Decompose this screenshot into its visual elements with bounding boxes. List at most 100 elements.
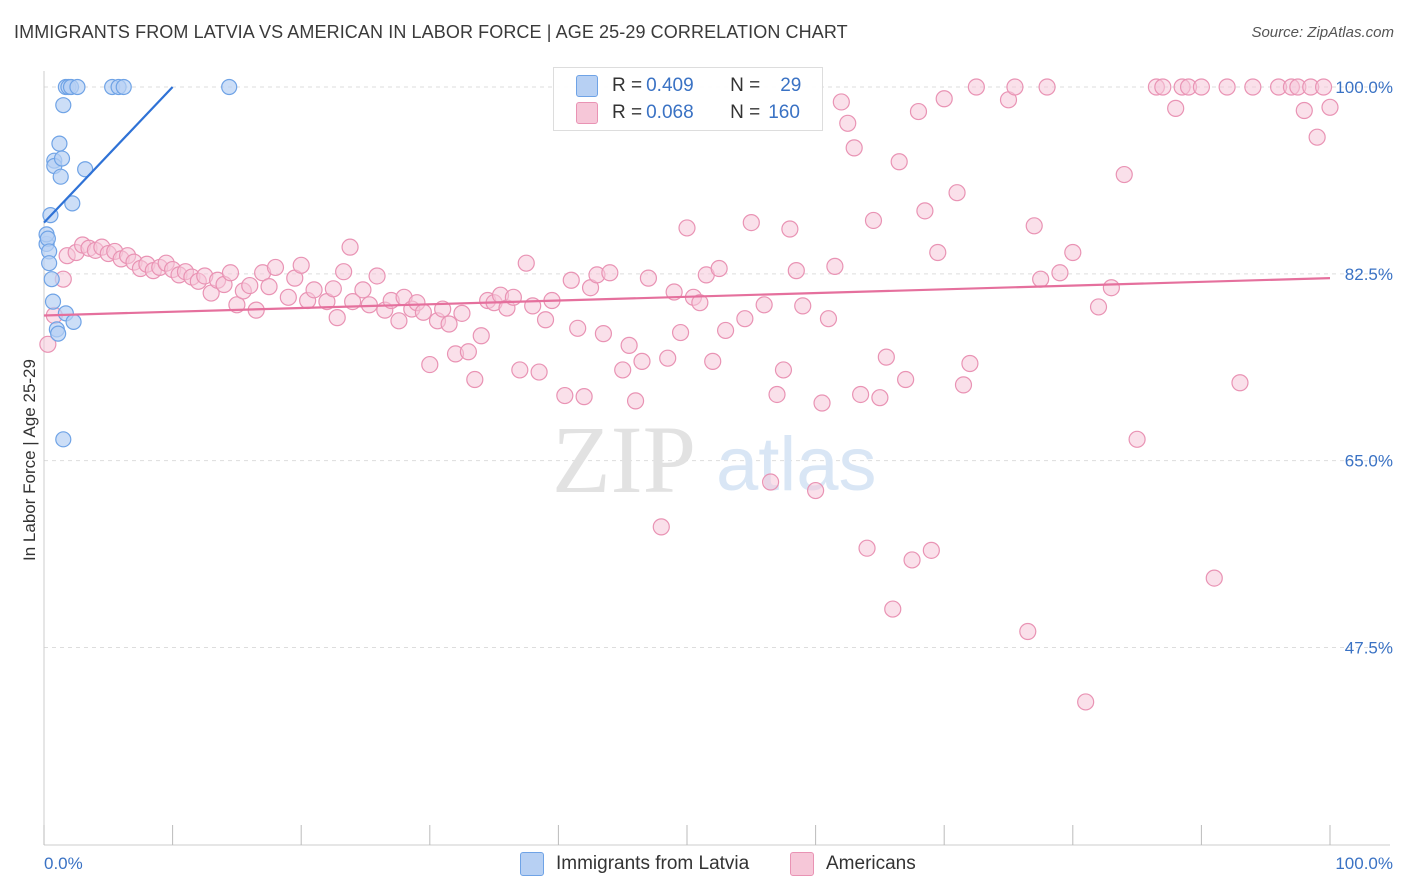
point-americans — [839, 114, 857, 132]
point-americans — [562, 271, 580, 289]
point-americans — [466, 370, 484, 389]
x-tick-label: 100.0% — [1335, 854, 1393, 873]
point-americans — [929, 243, 947, 262]
axes — [43, 71, 1390, 846]
point-americans — [324, 280, 342, 298]
bottom-legend-latvia: Immigrants from Latvia — [520, 852, 749, 876]
point-americans — [755, 296, 773, 314]
point-americans — [716, 321, 735, 340]
point-americans — [1102, 279, 1120, 297]
point-americans — [368, 267, 386, 285]
trend-lines — [43, 86, 1331, 317]
point-americans — [1115, 165, 1133, 184]
point-americans — [1321, 98, 1339, 116]
tick-labels: 47.5% 65.0% 82.5% 100.0% 0.0% 100.0% — [44, 78, 1393, 873]
legend-r-value: 0.068 — [646, 102, 694, 123]
point-americans — [639, 269, 658, 287]
bottom-legend-label-americans: Americans — [826, 853, 916, 874]
bottom-legend-swatch-americans — [790, 852, 814, 876]
point-americans — [922, 541, 940, 559]
point-americans — [1192, 78, 1211, 96]
point-americans — [1089, 298, 1108, 316]
series-americans — [39, 78, 1339, 711]
point-americans — [1308, 128, 1326, 146]
point-americans — [909, 102, 928, 121]
point-americans — [832, 93, 850, 111]
point-latvia — [55, 431, 72, 448]
watermark-atlas: atlas — [716, 422, 877, 507]
point-americans — [626, 392, 645, 410]
y-tick-label: 82.5% — [1345, 265, 1393, 284]
point-americans — [736, 310, 754, 328]
point-americans — [678, 219, 696, 237]
point-latvia — [44, 293, 62, 310]
point-americans — [1019, 622, 1037, 641]
y-axis-label: In Labor Force | Age 25-29 — [20, 359, 39, 561]
trend-line-americans — [43, 277, 1331, 317]
point-americans — [221, 264, 240, 282]
correlation-legend: R = 0.409 N = 29 R = 0.068 N = 160 — [553, 67, 823, 131]
point-latvia — [221, 78, 238, 96]
point-americans — [260, 278, 278, 296]
point-americans — [511, 361, 529, 379]
point-americans — [652, 518, 670, 536]
legend-swatch-americans — [576, 102, 598, 124]
point-americans — [1244, 78, 1262, 96]
point-americans — [39, 335, 57, 353]
point-americans — [890, 153, 908, 171]
point-americans — [967, 78, 985, 96]
point-americans — [877, 348, 895, 366]
point-americans — [601, 264, 619, 282]
y-tick-label: 100.0% — [1335, 78, 1393, 97]
y-tick-label: 47.5% — [1345, 638, 1393, 657]
legend-r-value: 0.409 — [646, 75, 694, 96]
point-latvia — [65, 313, 82, 330]
point-americans — [530, 363, 548, 381]
point-americans — [826, 257, 844, 275]
point-americans — [633, 352, 651, 370]
point-americans — [742, 213, 760, 232]
point-americans — [517, 254, 535, 272]
point-americans — [279, 288, 297, 306]
point-americans — [328, 309, 346, 327]
point-americans — [761, 473, 780, 491]
point-americans — [305, 281, 323, 299]
legend-row-americans: R = 0.068 N = 160 — [576, 101, 800, 125]
point-americans — [421, 355, 439, 374]
legend-n-label: N = — [730, 102, 761, 123]
point-latvia — [43, 271, 60, 288]
point-latvia — [52, 168, 69, 185]
point-latvia — [69, 78, 86, 96]
point-americans — [1128, 430, 1146, 448]
point-americans — [1051, 264, 1069, 282]
point-americans — [1231, 374, 1249, 392]
point-americans — [354, 281, 372, 299]
point-americans — [871, 389, 889, 407]
point-latvia — [64, 195, 81, 212]
point-americans — [935, 90, 953, 108]
point-latvia — [77, 161, 94, 178]
point-americans — [536, 311, 555, 329]
legend-r-label: R = — [612, 102, 643, 123]
series-latvia — [38, 78, 238, 448]
point-americans — [781, 220, 799, 238]
point-americans — [453, 304, 471, 322]
legend-n-value: 29 — [780, 75, 802, 96]
point-americans — [459, 343, 477, 361]
legend-swatch-latvia — [576, 75, 598, 97]
point-americans — [266, 258, 285, 277]
legend-row-latvia: R = 0.409 N = 29 — [576, 74, 801, 98]
bottom-legend-label-latvia: Immigrants from Latvia — [556, 853, 750, 874]
point-latvia — [41, 255, 58, 272]
point-americans — [916, 202, 934, 220]
point-americans — [335, 263, 353, 281]
point-americans — [961, 354, 979, 373]
point-americans — [341, 238, 359, 256]
point-americans — [472, 327, 490, 345]
point-americans — [1025, 217, 1043, 235]
chart-title: IMMIGRANTS FROM LATVIA VS AMERICAN IN LA… — [14, 22, 848, 42]
legend-n-label: N = — [730, 75, 761, 96]
point-americans — [1295, 101, 1313, 120]
point-americans — [1077, 693, 1095, 711]
point-americans — [1038, 78, 1056, 96]
